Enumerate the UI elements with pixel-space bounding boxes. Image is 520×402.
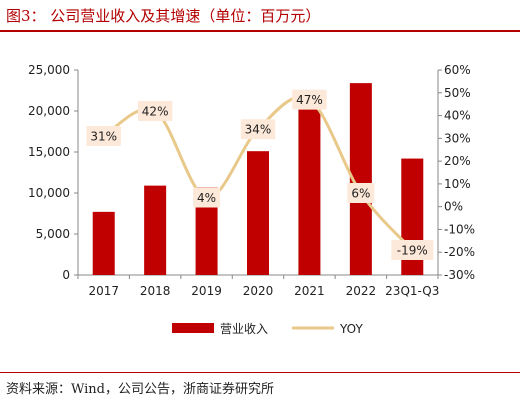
revenue-bar bbox=[92, 211, 115, 275]
x-tick-label: 2021 bbox=[294, 284, 325, 298]
x-tick-label: 2018 bbox=[140, 284, 171, 298]
yoy-data-label: -19% bbox=[397, 243, 428, 257]
y-left-tick-label: 25,000 bbox=[28, 63, 70, 77]
yoy-data-label: 34% bbox=[245, 123, 272, 137]
yoy-label-bg bbox=[193, 187, 221, 208]
yoy-data-label: 47% bbox=[296, 93, 323, 107]
yoy-label-bg bbox=[240, 119, 276, 140]
y-left-tick-label: 20,000 bbox=[28, 104, 70, 118]
y-right-tick-label: -10% bbox=[444, 222, 475, 236]
title-divider bbox=[0, 30, 520, 32]
source-divider bbox=[0, 372, 520, 373]
y-left-tick-label: 0 bbox=[62, 268, 70, 282]
yoy-data-label: 31% bbox=[90, 130, 117, 144]
yoy-data-label: 4% bbox=[197, 191, 216, 205]
y-right-tick-label: 50% bbox=[444, 86, 471, 100]
revenue-bar bbox=[144, 185, 167, 275]
y-right-tick-label: 40% bbox=[444, 109, 471, 123]
revenue-bar bbox=[247, 151, 269, 275]
revenue-bar bbox=[349, 83, 372, 276]
yoy-label-bg bbox=[292, 89, 327, 110]
legend-bar-swatch bbox=[172, 323, 214, 333]
yoy-label-bg bbox=[347, 183, 375, 203]
y-right-tick-label: 30% bbox=[444, 131, 471, 145]
y-left-tick-label: 15,000 bbox=[28, 145, 70, 159]
x-tick-label: 2019 bbox=[191, 284, 222, 298]
legend-yoy-label: YOY bbox=[339, 322, 363, 336]
revenue-bar bbox=[195, 187, 218, 275]
y-right-tick-label: 10% bbox=[444, 177, 471, 191]
y-right-tick-label: 0% bbox=[444, 200, 463, 214]
x-tick-label: 23Q1-Q3 bbox=[385, 284, 439, 298]
y-right-tick-label: -30% bbox=[444, 268, 475, 282]
yoy-label-bg bbox=[391, 239, 434, 260]
yoy-label-bg bbox=[137, 101, 173, 121]
y-right-tick-label: 60% bbox=[444, 63, 471, 77]
x-tick-label: 2017 bbox=[88, 284, 119, 298]
y-right-tick-label: 20% bbox=[444, 154, 471, 168]
yoy-label-bg bbox=[86, 126, 121, 147]
revenue-bar bbox=[298, 92, 321, 276]
legend-revenue-label: 营业收入 bbox=[220, 322, 268, 336]
x-tick-label: 2022 bbox=[346, 284, 377, 298]
source-note: 资料来源：Wind，公司公告，浙商证券研究所 bbox=[6, 382, 274, 397]
title-bar: 图3： 公司营业收入及其增速（单位：百万元） bbox=[0, 0, 520, 30]
y-left-tick-label: 5,000 bbox=[36, 227, 70, 241]
y-right-tick-label: -20% bbox=[444, 245, 475, 259]
x-tick-label: 2020 bbox=[243, 284, 274, 298]
yoy-data-label: 6% bbox=[351, 187, 370, 201]
yoy-data-label: 42% bbox=[142, 105, 169, 119]
y-left-tick-label: 10,000 bbox=[28, 186, 70, 200]
chart-svg: 0 5,000 10,000 15,000 20,000 25,000 -30% -20% -1… bbox=[28, 63, 475, 336]
chart-title: 图3： 公司营业收入及其增速（单位：百万元） bbox=[6, 7, 321, 25]
